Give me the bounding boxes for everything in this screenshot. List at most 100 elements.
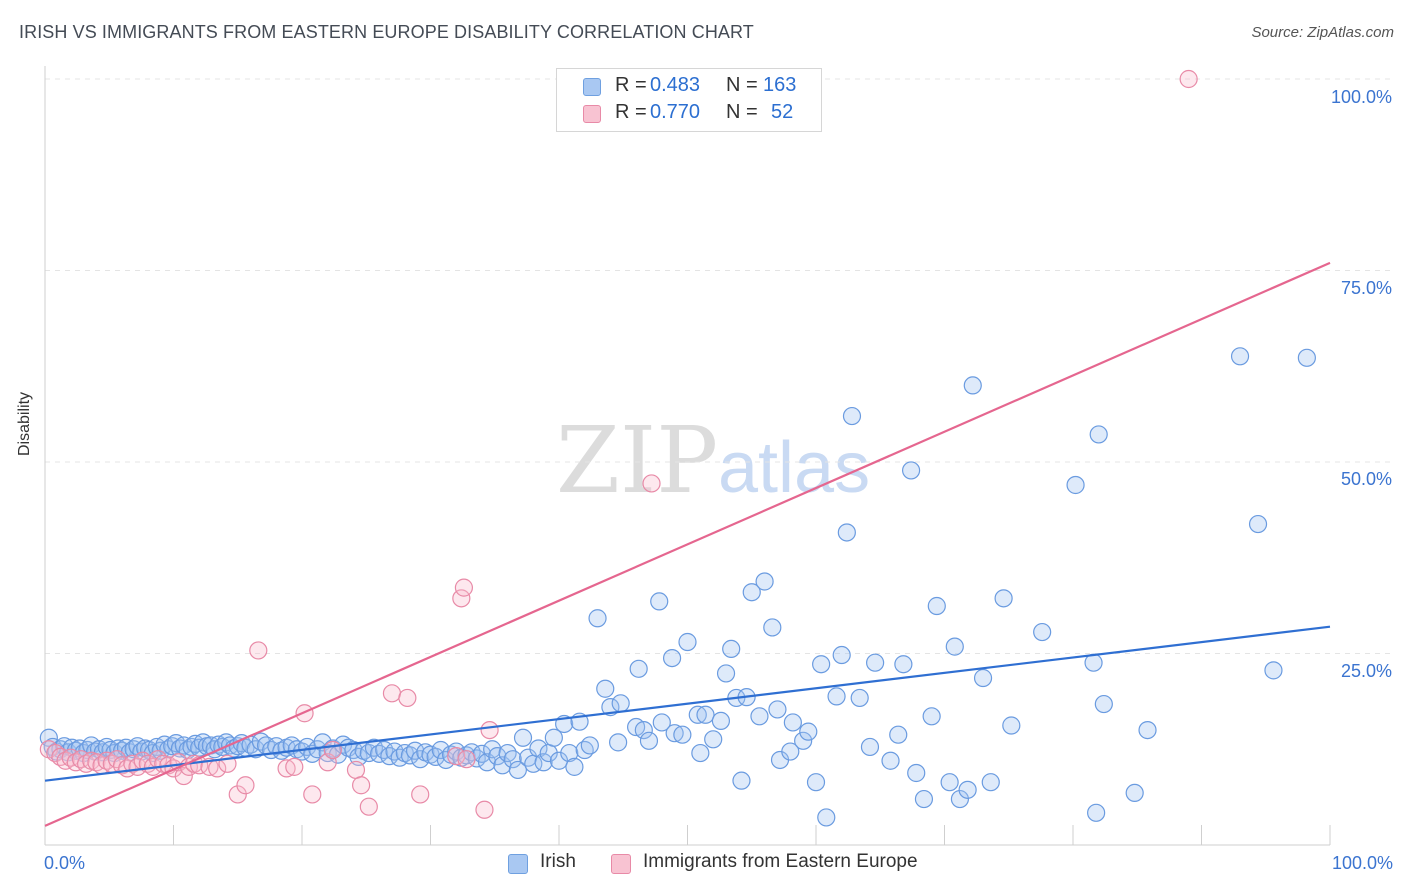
irish-point xyxy=(529,739,548,758)
eastern-europe-point xyxy=(475,800,494,819)
irish-point xyxy=(1087,803,1106,822)
irish-point xyxy=(837,523,856,542)
eastern-europe-point xyxy=(174,766,193,786)
y-axis-label: Disability xyxy=(16,391,33,456)
irish-point xyxy=(565,757,584,776)
eastern-europe-point xyxy=(323,740,342,760)
y-tick-label: 50.0% xyxy=(1340,469,1392,489)
irish-point xyxy=(722,639,741,659)
irish-point xyxy=(794,731,813,750)
irish-point xyxy=(457,746,476,765)
irish-point xyxy=(634,720,653,740)
irish-point xyxy=(806,773,826,792)
eastern-europe-point xyxy=(200,757,219,776)
watermark-zip: ZIP xyxy=(556,407,718,514)
irish-point xyxy=(629,659,648,678)
irish-point xyxy=(981,773,1000,792)
eastern-europe-point xyxy=(480,720,499,740)
irish-point xyxy=(1297,348,1316,367)
irish-point xyxy=(716,664,736,683)
irish-point xyxy=(950,789,970,809)
irish-point xyxy=(431,740,450,760)
legend-swatch-irish xyxy=(583,78,601,96)
irish-point xyxy=(1248,514,1268,534)
irish-point xyxy=(963,376,982,395)
irish-point xyxy=(1094,694,1113,714)
irish-point xyxy=(940,773,959,792)
irish-point xyxy=(1125,783,1144,803)
irish-point xyxy=(650,592,669,611)
irish-point xyxy=(611,694,630,713)
eastern-europe-point xyxy=(452,589,471,608)
irish-point xyxy=(922,707,941,726)
irish-point xyxy=(827,687,846,706)
bottom-legend-swatch-eastern-europe xyxy=(611,854,631,874)
irish-point xyxy=(860,737,880,757)
bottom-legend-label: Immigrants from Eastern Europe xyxy=(643,851,918,872)
irish-point xyxy=(755,572,774,591)
irish-point xyxy=(1089,425,1108,444)
irish-point xyxy=(842,406,862,426)
legend-r-value: 0.770 xyxy=(650,101,701,123)
eastern-europe-point xyxy=(346,760,366,780)
irish-point xyxy=(817,808,836,827)
eastern-europe-point xyxy=(447,747,466,766)
irish-point xyxy=(881,751,900,770)
y-tick-label: 75.0% xyxy=(1340,278,1392,298)
irish-point xyxy=(652,713,671,732)
eastern-europe-point xyxy=(398,688,417,708)
irish-trend-line xyxy=(44,625,1331,782)
irish-point xyxy=(799,722,818,741)
eastern-europe-point xyxy=(236,776,255,795)
eastern-europe-point xyxy=(123,754,142,773)
legend-n-label: N = xyxy=(726,101,758,123)
irish-point xyxy=(673,725,692,744)
eastern-europe-point xyxy=(359,797,378,816)
eastern-europe-point xyxy=(303,785,322,804)
irish-point xyxy=(580,736,599,755)
irish-point xyxy=(513,728,533,747)
irish-point xyxy=(768,700,787,719)
irish-point xyxy=(696,705,715,724)
watermark-atlas: atlas xyxy=(718,428,870,508)
irish-point xyxy=(732,771,751,790)
irish-point xyxy=(544,728,563,747)
irish-point xyxy=(750,707,769,726)
eastern-europe-point xyxy=(382,684,402,703)
irish-point xyxy=(711,711,731,731)
irish-point xyxy=(866,653,885,672)
irish-point xyxy=(609,733,628,752)
eastern-europe-point xyxy=(457,750,476,769)
irish-point xyxy=(1066,475,1085,495)
legend-row-eastern-europe: R = 0.770 N = 52 xyxy=(557,101,821,127)
legend-r-value: 0.483 xyxy=(650,74,701,96)
irish-point xyxy=(907,763,926,783)
irish-point xyxy=(596,679,615,698)
x-tick-label: 100.0% xyxy=(1331,853,1393,873)
irish-point xyxy=(973,668,993,688)
legend-row-irish: R = 0.483 N = 163 xyxy=(557,74,821,100)
y-tick-label: 100.0% xyxy=(1330,87,1392,107)
x-tick-label: 0.0% xyxy=(44,853,86,873)
irish-point xyxy=(945,637,964,656)
legend-r-label: R = xyxy=(615,74,647,96)
irish-point xyxy=(958,780,977,799)
source-label: Source: ZipAtlas.com xyxy=(1251,24,1394,41)
irish-point xyxy=(639,731,659,750)
irish-point xyxy=(901,461,921,480)
irish-point xyxy=(783,713,802,732)
stats-legend: R = 0.483 N = 163 R = 0.770 N = 52 xyxy=(556,68,822,132)
irish-point xyxy=(763,618,782,637)
irish-point xyxy=(704,730,723,749)
irish-point xyxy=(359,743,378,763)
eastern-europe-point xyxy=(277,759,296,778)
eastern-europe-point xyxy=(1179,69,1198,89)
eastern-europe-point xyxy=(249,641,268,660)
irish-point xyxy=(662,648,682,668)
eastern-europe-trend-line xyxy=(44,261,1331,827)
legend-n-value: 163 xyxy=(763,74,797,96)
eastern-europe-point xyxy=(228,785,247,804)
irish-point xyxy=(691,743,710,763)
irish-point xyxy=(850,688,869,708)
irish-point xyxy=(549,751,569,770)
